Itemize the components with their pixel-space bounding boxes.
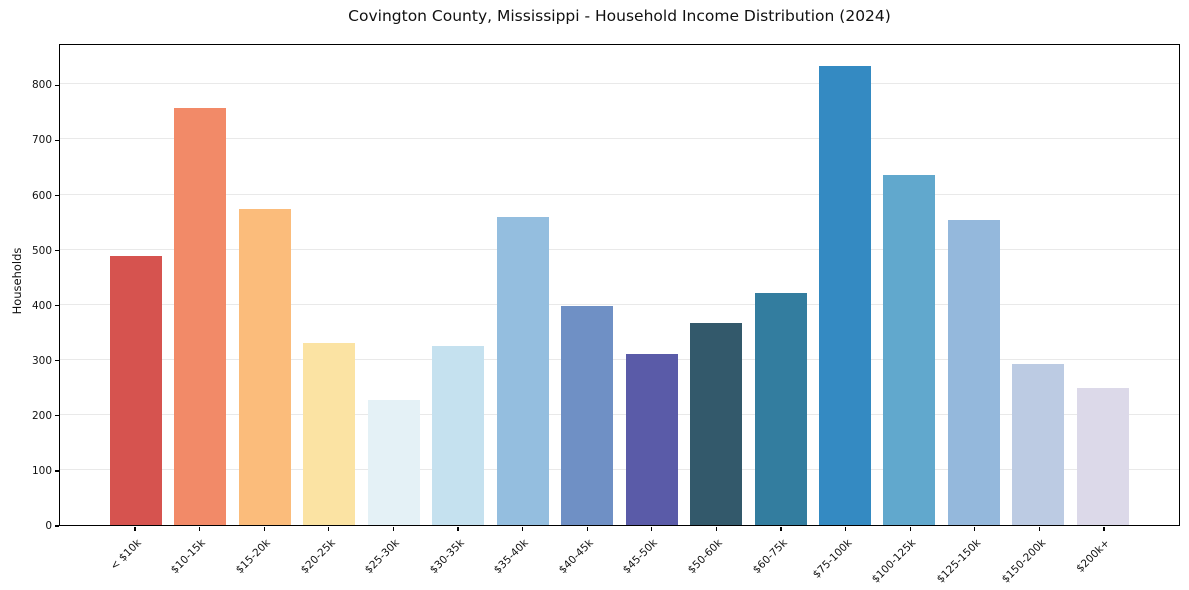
x-cell: $100-125k [870, 527, 936, 589]
x-tick-label: $60-75k [750, 537, 790, 577]
x-tick-mark [909, 527, 911, 531]
x-tick-label: $30-35k [427, 537, 467, 577]
y-tick-label: 200 [31, 409, 52, 422]
x-cell: $20-25k [298, 527, 355, 589]
y-tick-label: 0 [45, 520, 52, 532]
y-tick-label: 300 [31, 354, 52, 367]
gridline [60, 358, 1179, 360]
gridline [60, 138, 1179, 140]
bar-$100-125k [883, 175, 936, 525]
x-tick-mark [521, 527, 524, 531]
x-tick-mark [263, 527, 265, 531]
y-tick-label: 400 [31, 299, 52, 312]
x-tick-mark [780, 527, 782, 531]
x-cell: $40-45k [557, 527, 613, 589]
x-tick-label: $20-25k [298, 537, 338, 577]
y-tick-mark [54, 84, 59, 86]
x-cell: $50-60k [686, 527, 742, 589]
x-tick-label: $35-40k [491, 537, 532, 577]
x-cell: $25-30k [363, 527, 419, 589]
x-tick-label: $25-30k [362, 537, 402, 577]
bar-$125-150k [947, 219, 1000, 525]
bar-$200k+ [1076, 388, 1129, 525]
bar-$50-60k [690, 322, 743, 525]
x-tick-mark [844, 527, 847, 531]
gridline [60, 83, 1179, 85]
y-tick-mark [54, 360, 59, 362]
x-tick-label: $45-50k [621, 537, 661, 577]
x-tick-mark [586, 527, 588, 531]
x-tick-label: $125-150k [934, 537, 984, 586]
x-tick-label: $75-100k [810, 537, 855, 581]
gridline [60, 468, 1179, 470]
bar-$150-200k [1012, 364, 1065, 525]
x-cell: $200k+ [1074, 527, 1130, 589]
x-cell: $150-200k [999, 527, 1065, 589]
x-cell: $45-50k [621, 527, 678, 589]
x-tick-label: $15-20k [233, 537, 273, 577]
y-tick-mark [54, 415, 59, 417]
y-tick-mark [54, 194, 59, 197]
x-tick-mark [1038, 527, 1040, 531]
bar-$25-30k [367, 399, 420, 525]
bars-container [60, 45, 1179, 525]
bar-$15-20k [238, 209, 291, 525]
x-tick-label: $100-125k [870, 537, 919, 586]
x-tick-mark [1103, 527, 1105, 531]
x-cell: $75-100k [810, 527, 872, 589]
y-tick-label: 500 [31, 244, 52, 257]
bar-$45-50k [625, 354, 678, 525]
y-tick-mark [54, 305, 59, 307]
bar-$40-45k [561, 305, 614, 525]
bar-$20-25k [303, 342, 356, 525]
x-cell: $15-20k [234, 527, 290, 589]
x-tick-mark [328, 527, 330, 531]
x-tick-label: $40-45k [556, 537, 596, 577]
bar-$30-35k [432, 345, 485, 525]
bar-$60-75k [754, 293, 807, 525]
y-tick-mark [54, 249, 59, 252]
x-cell: $35-40k [492, 527, 549, 589]
x-tick-mark [974, 527, 976, 531]
gridline [60, 303, 1179, 305]
x-cell: < $10k [107, 527, 161, 589]
bar-< $10k [110, 256, 162, 525]
x-cell: $125-150k [935, 527, 1001, 589]
y-tick-mark [54, 525, 59, 527]
x-tick-mark [457, 527, 459, 531]
y-tick-label: 600 [31, 189, 52, 202]
x-tick-mark [715, 527, 717, 531]
y-tick-label: 800 [31, 79, 52, 92]
bar-$10-15k [174, 108, 227, 525]
x-cell: $60-75k [750, 527, 807, 589]
plot-area [59, 44, 1180, 526]
gridline [60, 248, 1179, 250]
y-tick-mark [54, 139, 59, 141]
x-tick-label: < $10k [107, 537, 144, 573]
x-tick-label: $200k+ [1074, 537, 1113, 575]
y-tick-label: 700 [31, 134, 52, 147]
x-tick-label: $10-15k [168, 537, 209, 577]
chart-title: Covington County, Mississippi - Househol… [348, 7, 891, 25]
gridline [60, 193, 1179, 195]
x-axis: < $10k $10-15k $15-20k $20-25k $25-30k $30-35… [59, 527, 1180, 589]
x-tick-label: $150-200k [999, 537, 1048, 586]
y-tick-mark [54, 470, 59, 472]
x-tick-mark [199, 527, 201, 531]
y-axis: 0 100 200 300 400 500 600 700 800 [0, 44, 59, 531]
x-tick-mark [134, 527, 136, 531]
bar-$75-100k [818, 66, 871, 525]
bar-$35-40k [496, 216, 549, 525]
x-tick-mark [392, 527, 394, 531]
gridline [60, 413, 1179, 415]
y-tick-label: 100 [31, 464, 52, 477]
x-cell: $30-35k [427, 527, 484, 589]
x-tick-mark [651, 527, 653, 531]
x-cell: $10-15k [169, 527, 226, 589]
x-tick-label: $50-60k [685, 537, 725, 577]
